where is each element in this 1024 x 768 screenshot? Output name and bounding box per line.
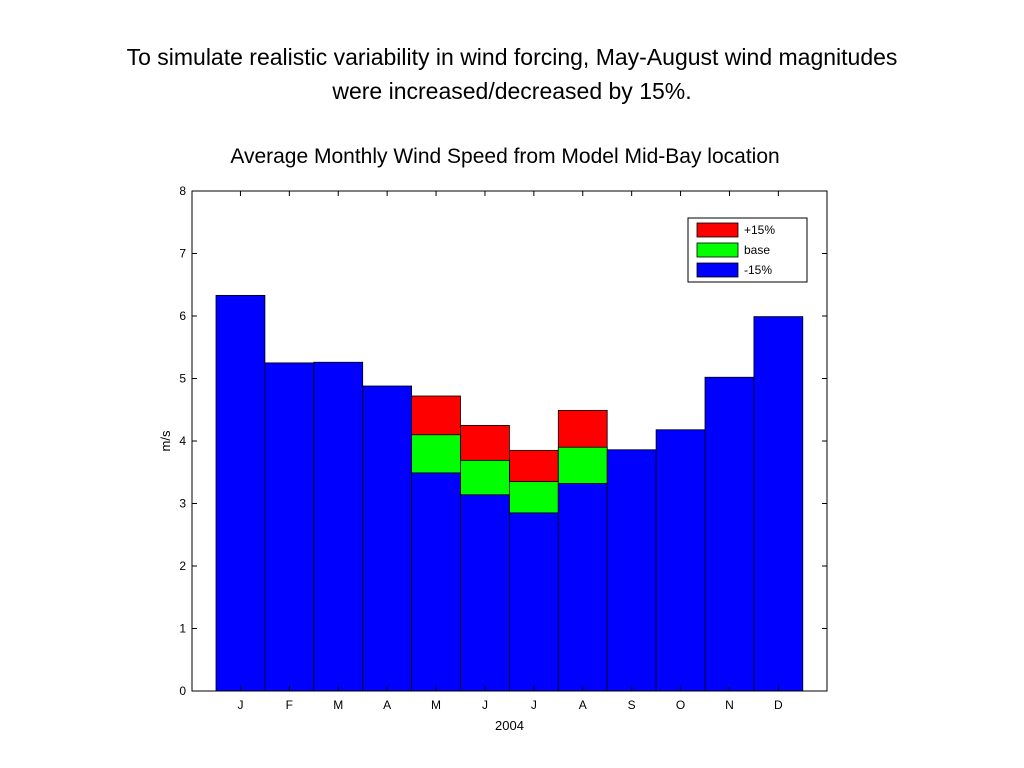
bar-15-6 — [460, 494, 510, 692]
x-tick-label: J — [237, 698, 243, 712]
x-tick-label: S — [628, 698, 636, 712]
x-tick-label: F — [286, 698, 293, 712]
x-tick-label: A — [383, 698, 391, 712]
bar-15-3 — [313, 361, 364, 692]
legend-swatch — [696, 262, 739, 278]
bar-15-11 — [704, 376, 755, 692]
slide-title-line-2: were increased/decreased by 15%. — [332, 78, 692, 104]
slide-title-line-1: To simulate realistic variability in win… — [126, 44, 898, 70]
chart-title: Average Monthly Wind Speed from Model Mi… — [230, 145, 780, 168]
bar-15-10 — [655, 429, 706, 692]
slide-title: To simulate realistic variability in win… — [40, 40, 984, 108]
bar-15-1 — [215, 294, 266, 692]
x-tick-label: N — [725, 698, 734, 712]
y-tick-label: 5 — [179, 372, 186, 386]
x-tick-label: M — [431, 698, 441, 712]
bar-15-4 — [362, 385, 413, 692]
x-tick-label: J — [531, 698, 537, 712]
legend-swatch — [696, 242, 739, 258]
legend-label: -15% — [744, 263, 772, 277]
y-tick-label: 6 — [179, 309, 186, 323]
y-tick-label: 4 — [179, 434, 186, 448]
y-tick-label: 0 — [179, 684, 186, 698]
legend-swatch — [696, 222, 739, 238]
y-tick-label: 1 — [179, 622, 186, 636]
y-tick-label: 8 — [179, 184, 186, 198]
x-tick-label: M — [333, 698, 343, 712]
legend-label: base — [744, 243, 770, 257]
x-tick-label: D — [774, 698, 783, 712]
y-tick-label: 7 — [179, 247, 186, 261]
y-tick-label: 3 — [179, 497, 186, 511]
y-axis: 0 1 2 3 4 5 6 7 8 — [179, 184, 827, 698]
y-axis-label: m/s — [158, 430, 173, 451]
x-tick-label: O — [676, 698, 685, 712]
bar-15-8 — [557, 483, 608, 692]
legend-label: +15% — [744, 223, 775, 237]
bar-15-2 — [264, 362, 315, 692]
bar-15-12 — [753, 316, 804, 692]
bars-layer — [215, 294, 804, 692]
y-tick-label: 2 — [179, 559, 186, 573]
legend: +15% base -15% — [687, 217, 808, 283]
x-axis-label: 2004 — [495, 718, 524, 733]
x-tick-label: A — [579, 698, 587, 712]
bar-15-5 — [411, 472, 461, 692]
x-tick-label: J — [482, 698, 488, 712]
bar-15-9 — [606, 449, 657, 692]
bar-15-7 — [508, 512, 559, 692]
